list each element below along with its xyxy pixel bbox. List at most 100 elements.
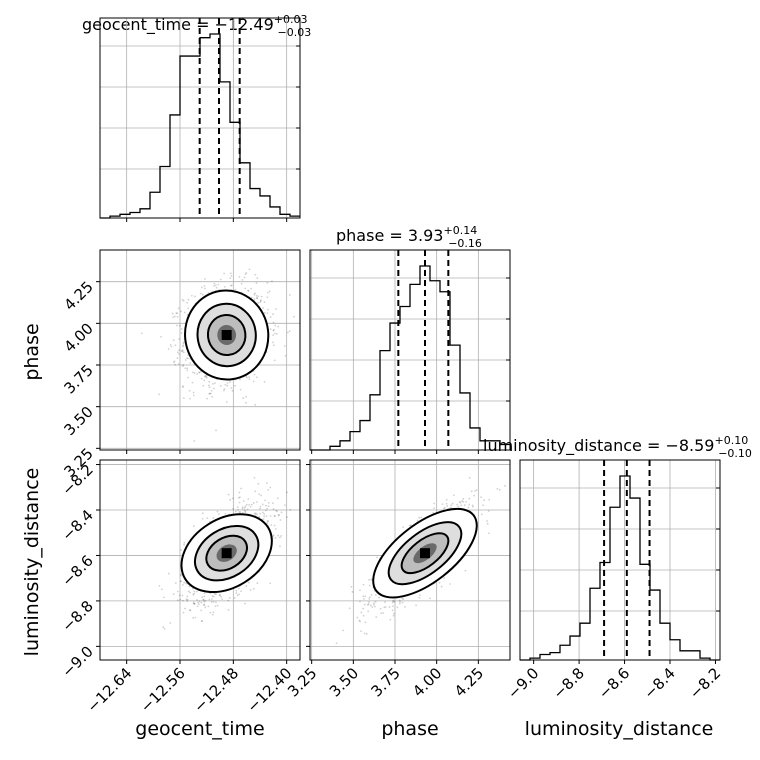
contour-line-2 [205,534,248,572]
sample-point [391,605,394,608]
sample-point [273,359,276,362]
sample-point [140,332,143,335]
sample-point [286,516,288,519]
xtick-label-phase-3: 4.00 [409,664,445,700]
sample-point [263,301,266,303]
sample-point [186,367,189,370]
sample-point [272,321,275,324]
sample-point [399,600,401,603]
sample-point [266,296,269,299]
sample-point [196,590,198,593]
xtick-label-luminosity_distance-2: −8.6 [595,664,633,702]
sample-point [391,609,394,612]
sample-point [194,295,196,298]
sample-point [178,349,181,352]
sample-point [274,515,276,518]
sample-point [433,502,436,505]
sample-point [179,574,182,577]
ylabel-phase: phase [21,323,43,380]
sample-point [248,376,250,378]
sample-point [256,582,259,584]
sample-point [239,388,242,391]
sample-point [275,308,277,310]
sample-point [180,580,182,583]
sample-point [187,376,189,379]
sample-point [197,601,199,604]
sample-point [263,515,266,518]
sample-point [247,289,249,292]
sample-point [368,584,371,587]
sample-point [237,587,240,590]
sample-point [202,384,205,387]
sample-point [418,596,421,599]
sample-point [212,382,214,385]
sample-point [378,596,380,599]
sample-point [198,371,200,374]
sample-point [196,373,199,375]
contour-line-1 [194,524,260,582]
sample-point [177,307,180,310]
sample-point [265,504,267,507]
sample-point [293,315,295,318]
sample-point [162,626,164,628]
sample-point [266,482,268,485]
sample-point [172,361,175,364]
sample-point [289,508,292,511]
sample-point [487,510,490,512]
sample-point [465,500,467,503]
sample-point [416,519,419,522]
sample-point [227,599,230,602]
sample-point [367,603,370,605]
sample-point [238,593,241,596]
sample-point [486,522,489,525]
sample-point [373,605,376,608]
hist-line-luminosity_distance [520,475,720,661]
sample-point [382,611,385,614]
sample-point [272,534,275,537]
sample-point [365,633,368,635]
sample-point [245,503,248,506]
sample-point [252,380,255,383]
sample-point [402,598,405,601]
sample-point [158,393,161,396]
sample-point [256,277,259,280]
sample-point [230,387,233,389]
sample-point [420,516,423,519]
sample-point [379,607,382,610]
sample-point [201,596,204,599]
sample-point [359,620,362,623]
sample-point [182,299,185,302]
sample-point [267,308,269,311]
sample-point [392,614,395,617]
sample-point [209,592,212,595]
sample-point [226,384,229,387]
sample-point [193,590,196,593]
sample-point [236,594,239,597]
sample-point [398,599,401,602]
sample-point [208,380,211,383]
sample-point [272,313,274,316]
sample-point [498,488,501,491]
sample-point [169,343,172,346]
sample-point [232,507,235,510]
sample-point [380,612,383,615]
sample-point [257,295,260,298]
sample-point [241,507,244,510]
sample-point [176,599,179,602]
sample-point [408,524,411,527]
sample-point [213,282,216,285]
sample-point [203,603,205,606]
sample-point [162,596,165,599]
sample-point [231,497,234,500]
sample-point [204,374,207,377]
sample-point [245,585,248,587]
sample-point [464,569,467,572]
sample-point [504,484,506,487]
sample-point [391,601,394,604]
sample-point [238,501,241,504]
sample-point [388,606,391,608]
sample-point [181,583,184,586]
sample-point [262,307,265,309]
sample-point [231,389,234,392]
